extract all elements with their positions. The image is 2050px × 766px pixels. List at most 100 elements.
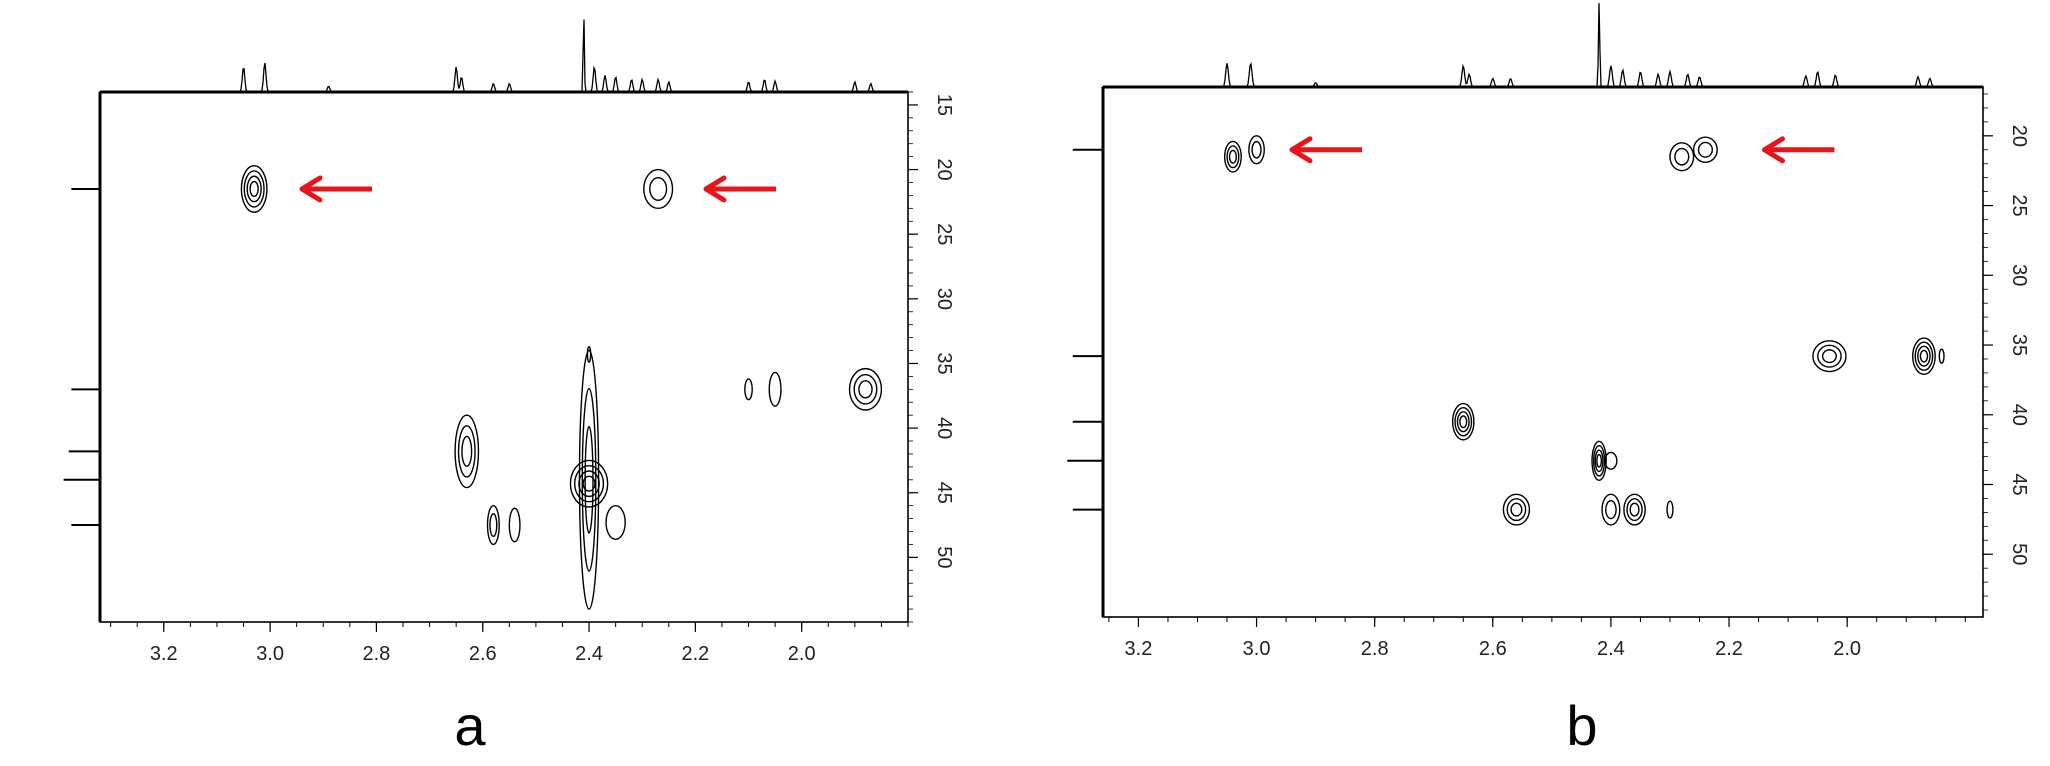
- contour-level: [1914, 341, 1934, 371]
- contour-level: [643, 168, 674, 210]
- cross-peak: [1912, 337, 1936, 376]
- contour-level: [454, 414, 480, 489]
- contour-level: [1812, 340, 1847, 373]
- annotation-arrow: [703, 175, 776, 203]
- contour-level: [605, 504, 626, 540]
- contour-level: [249, 180, 259, 198]
- contour-level: [1692, 136, 1718, 164]
- contour-level: [1601, 493, 1621, 526]
- annotation-arrow: [1289, 136, 1362, 164]
- y-tick-label: 15: [933, 94, 955, 116]
- chart-panel-b: 3.2 3.0 2.8 2.6 2.4 2.2 2.0 20 25 30 35 40 45 50 b: [1067, 3, 2030, 757]
- contour-level: [1251, 140, 1262, 159]
- contour-level: [243, 170, 265, 208]
- arrow-head: [299, 175, 323, 203]
- y-tick-label: 20: [933, 158, 955, 180]
- contour-level: [1604, 451, 1618, 470]
- x-tick-label: 2.4: [1597, 638, 1625, 660]
- y-tick-label: 50: [2008, 543, 2030, 565]
- cross-peak: [1669, 142, 1695, 172]
- y-tick-label: 45: [2008, 473, 2030, 495]
- cross-peak: [848, 367, 883, 411]
- contour-level: [1605, 499, 1617, 520]
- arrow-head: [1289, 136, 1313, 164]
- cross-peak: [1812, 340, 1847, 373]
- cross-peak: [1451, 402, 1475, 441]
- contour-level: [1626, 498, 1643, 522]
- contour-level: [573, 465, 605, 503]
- cross-peak: [454, 414, 480, 489]
- contour-level: [457, 425, 476, 478]
- annotation-arrow: [299, 175, 372, 203]
- y-tick-label: 25: [2008, 194, 2030, 216]
- contour-level: [1510, 502, 1523, 517]
- contour-level: [1912, 337, 1936, 376]
- x-tick-label: 3.0: [1243, 638, 1271, 660]
- contour-level: [1248, 135, 1265, 165]
- cross-peak: [586, 345, 592, 363]
- contour-level: [578, 349, 600, 610]
- contour-level: [1456, 411, 1470, 433]
- contour-level: [486, 504, 500, 546]
- contour-level: [1938, 348, 1945, 364]
- cross-peak: [1666, 500, 1674, 519]
- x-tick-label: 3.2: [1125, 638, 1153, 660]
- cross-peak: [1938, 348, 1945, 364]
- chart-panel-a: 3.2 3.0 2.8 2.6 2.4 2.2 2.0 15 20 25 30 35 40 45 50 a: [63, 19, 955, 757]
- contour-level: [1506, 498, 1527, 522]
- contour-level: [1454, 407, 1473, 437]
- contour-level: [240, 164, 268, 213]
- cross-peak: [486, 504, 500, 546]
- contour-level: [1451, 402, 1475, 441]
- contour-level: [1223, 140, 1242, 173]
- y-tick-label: 20: [2008, 125, 2030, 147]
- x-tick-label: 2.6: [1479, 638, 1507, 660]
- contour-level: [848, 367, 883, 411]
- y-tick-label: 25: [933, 223, 955, 245]
- y-tick-label: 50: [933, 546, 955, 568]
- contour-level: [1917, 345, 1931, 367]
- cross-peak: [1601, 493, 1621, 526]
- annotation-arrow: [1761, 136, 1835, 164]
- plot-frame: [99, 91, 909, 623]
- x-tick-label: 2.8: [1361, 638, 1389, 660]
- arrow-head: [703, 175, 727, 203]
- cross-peak: [569, 459, 609, 508]
- y-tick-label: 30: [2008, 264, 2030, 286]
- x-tick-label: 2.0: [1833, 638, 1861, 660]
- arrow-head: [1761, 136, 1785, 164]
- contour-level: [1697, 141, 1714, 158]
- contour-level: [768, 371, 782, 407]
- contour-level: [508, 507, 521, 543]
- h-projection-spectrum: [100, 19, 908, 93]
- panel-label: a: [454, 694, 486, 757]
- x-tick-label: 2.0: [788, 643, 816, 665]
- contour-level: [1666, 500, 1674, 519]
- contour-level: [246, 175, 262, 203]
- x-tick-label: 3.2: [150, 643, 178, 665]
- x-tick-label: 2.4: [575, 643, 603, 665]
- contour-level: [649, 176, 668, 201]
- x-tick-label: 2.8: [363, 643, 391, 665]
- contour-level: [1817, 344, 1842, 368]
- contour-level: [1669, 142, 1695, 172]
- contour-level: [1674, 147, 1690, 166]
- contour-level: [581, 387, 597, 572]
- y-tick-label: 35: [933, 352, 955, 374]
- cross-peak: [1591, 440, 1607, 482]
- cross-peak: [1223, 140, 1242, 173]
- contour-level: [584, 425, 594, 534]
- x-tick-label: 2.2: [681, 643, 709, 665]
- contour-level: [569, 459, 609, 508]
- contour-level: [1629, 502, 1640, 517]
- contour-level: [586, 345, 592, 363]
- cross-peak: [643, 168, 674, 210]
- y-tick-label: 40: [2008, 404, 2030, 426]
- contour-level: [1919, 349, 1929, 363]
- contour-level: [1594, 449, 1604, 473]
- cross-peak: [605, 504, 626, 540]
- contour-level: [1502, 493, 1531, 526]
- contour-level: [858, 380, 873, 399]
- cross-peak: [1604, 451, 1618, 470]
- cross-peak: [1692, 136, 1718, 164]
